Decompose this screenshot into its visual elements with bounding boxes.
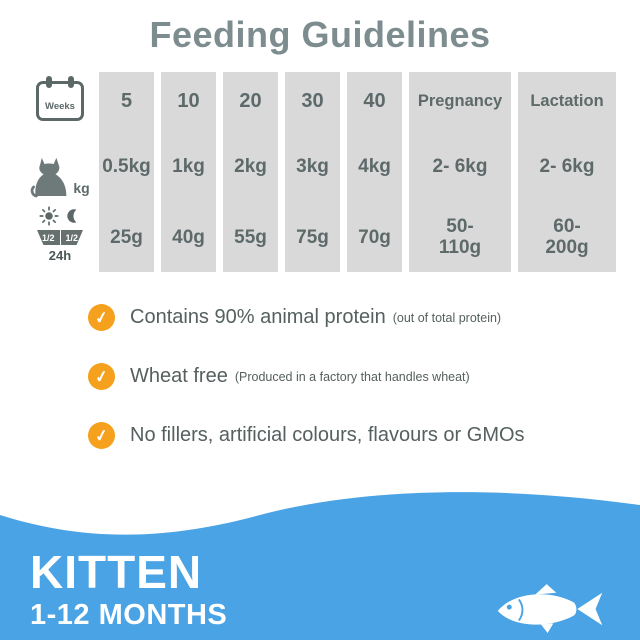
day-night-icons — [38, 206, 82, 226]
age-range: 1-12 MONTHS — [30, 599, 228, 631]
checkmark-icon: ✓ — [85, 360, 118, 393]
list-item: ✓ Wheat free (Produced in a factory that… — [85, 360, 532, 393]
food-row-header: 1/2 1/2 24h — [28, 204, 92, 272]
week-cell: Lactation — [530, 91, 604, 110]
weeks-label: Weeks — [45, 101, 75, 112]
wave-background — [0, 492, 640, 640]
table-column-week-20: 20 2kg 55g — [223, 72, 278, 272]
kg-label: kg — [73, 180, 90, 196]
food-cell: 75g — [296, 226, 329, 248]
half-portion-icon: 1/2 1/2 — [37, 230, 83, 245]
checkmark-icon: ✓ — [85, 301, 118, 334]
half-portion-label: 1/2 — [59, 230, 84, 245]
cat-icon — [31, 157, 67, 198]
weight-row-header: kg — [28, 130, 92, 204]
feature-text: Wheat free — [130, 365, 228, 387]
table-column-week-30: 30 3kg 75g — [285, 72, 340, 272]
week-cell: 10 — [177, 89, 200, 112]
table-column-week-10: 10 1kg 40g — [161, 72, 216, 272]
week-cell: 40 — [363, 89, 386, 112]
feature-text: No fillers, artificial colours, flavours… — [130, 424, 525, 446]
weight-cell: 1kg — [172, 156, 205, 177]
feature-text: Contains 90% animal protein — [130, 306, 386, 328]
table-column-pregnancy: Pregnancy 2- 6kg 50- 110g — [409, 72, 511, 272]
per-day-label: 24h — [48, 248, 72, 263]
feature-note: (out of total protein) — [392, 310, 502, 325]
week-cell: 20 — [239, 89, 262, 112]
weight-cell: 2- 6kg — [539, 156, 595, 177]
moon-icon — [66, 209, 76, 223]
table-column-week-40: 40 4kg 70g — [347, 72, 402, 272]
food-cell: 40g — [172, 226, 205, 248]
sun-icon — [38, 206, 59, 226]
feature-note: (Produced in a factory that handles whea… — [234, 369, 470, 384]
weight-cell: 0.5kg — [102, 156, 151, 177]
food-cell: 70g — [358, 226, 391, 248]
weight-cell: 2kg — [234, 156, 267, 177]
checkmark-icon: ✓ — [85, 419, 118, 452]
calendar-icon: Weeks — [36, 76, 84, 121]
feeding-table: Weeks kg — [28, 72, 616, 272]
weight-cell: 2- 6kg — [432, 156, 488, 177]
feature-list: ✓ Contains 90% animal protein (out of to… — [85, 301, 532, 481]
page-title: Feeding Guidelines — [149, 14, 491, 55]
half-portion-label: 1/2 — [41, 232, 55, 243]
food-cell: 55g — [234, 226, 267, 248]
week-cell: 30 — [301, 89, 324, 112]
weeks-row-header: Weeks — [28, 72, 92, 130]
list-item: ✓ No fillers, artificial colours, flavou… — [85, 419, 532, 452]
weight-cell: 4kg — [358, 156, 391, 177]
product-name: KITTEN — [30, 546, 203, 598]
list-item: ✓ Contains 90% animal protein (out of to… — [85, 301, 532, 334]
weight-cell: 3kg — [296, 156, 329, 177]
product-banner: KITTEN 1-12 MONTHS — [0, 465, 640, 640]
fish-icon — [497, 584, 603, 633]
food-cell: 50- 110g — [438, 216, 482, 258]
food-cell: 60- 200g — [545, 216, 589, 258]
table-column-week-5: 5 0.5kg 25g — [99, 72, 154, 272]
week-cell: Pregnancy — [417, 91, 503, 110]
table-column-lactation: Lactation 2- 6kg 60- 200g — [518, 72, 616, 272]
row-header-column: Weeks kg — [28, 72, 92, 272]
food-cell: 25g — [110, 226, 143, 248]
week-cell: 5 — [120, 89, 133, 112]
